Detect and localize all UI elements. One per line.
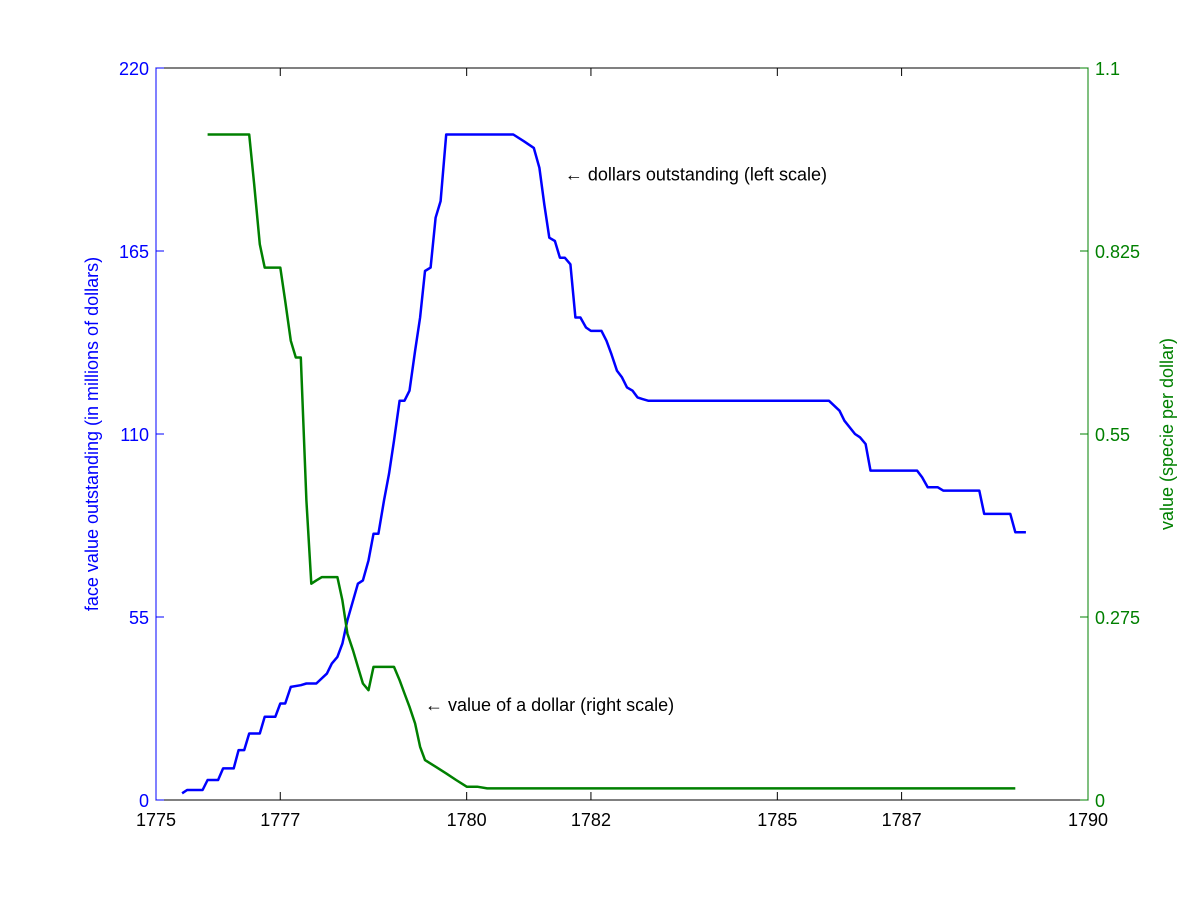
left-y-axis: 0 55 110 165 220 — [119, 59, 164, 811]
x-tick-label: 1777 — [260, 810, 300, 830]
annotation-1: ← value of a dollar (right scale) — [425, 695, 674, 715]
x-tick-label: 1782 — [571, 810, 611, 830]
series-line-1 — [207, 133, 1016, 790]
x-tick-label: 1785 — [757, 810, 797, 830]
x-tick-label: 1787 — [882, 810, 922, 830]
right-tick-label: 0 — [1095, 791, 1105, 811]
right-tick-label: 0.55 — [1095, 425, 1130, 445]
right-tick-label: 0.275 — [1095, 608, 1140, 628]
right-tick-label: 0.825 — [1095, 242, 1140, 262]
left-tick-label: 0 — [139, 791, 149, 811]
annotation-layer: ← dollars outstanding (left scale) ← valu… — [425, 164, 827, 715]
series-layer — [181, 133, 1026, 795]
right-y-axis: 0 0.275 0.55 0.825 1.1 — [1080, 59, 1140, 811]
series-line-0 — [181, 133, 1026, 795]
left-tick-label: 220 — [119, 59, 149, 79]
right-tick-label: 1.1 — [1095, 59, 1120, 79]
left-tick-label: 110 — [120, 425, 149, 445]
plot-area — [155, 67, 1089, 801]
x-tick-label: 1775 — [136, 810, 176, 830]
annotation-0: ← dollars outstanding (left scale) — [565, 164, 827, 184]
x-axis: 1775 1777 1780 1782 1785 1787 1790 — [136, 68, 1108, 830]
right-axis-label: value (specie per dollar) — [1157, 338, 1177, 530]
left-axis-label: face value outstanding (in millions of d… — [82, 257, 102, 611]
x-tick-label: 1790 — [1068, 810, 1108, 830]
x-tick-label: 1780 — [447, 810, 487, 830]
left-tick-label: 165 — [119, 242, 149, 262]
left-tick-label: 55 — [129, 608, 149, 628]
